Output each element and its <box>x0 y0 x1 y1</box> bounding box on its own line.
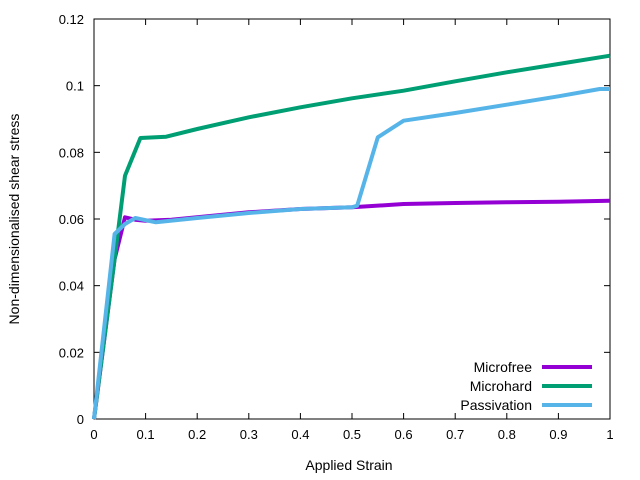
legend: Microfree Microhard Passivation <box>460 359 592 413</box>
series-line-microfree <box>92 198 611 420</box>
x-tick-label: 0.6 <box>395 427 413 442</box>
y-tick-label: 0.12 <box>59 12 84 27</box>
x-tick-label: 0.4 <box>291 427 309 442</box>
x-tick-label: 0.7 <box>446 427 464 442</box>
y-axis-label: Non-dimensionalised shear stress <box>6 114 22 325</box>
y-tick-label: 0.08 <box>59 145 84 160</box>
legend-label-microhard: Microhard <box>470 378 532 394</box>
series-line-microhard <box>92 53 611 420</box>
x-tick-label: 0.5 <box>343 427 361 442</box>
y-tick-label: 0.04 <box>59 279 84 294</box>
x-tick-label: 1 <box>606 427 613 442</box>
x-tick-label: 0.9 <box>549 427 567 442</box>
legend-label-passivation: Passivation <box>460 397 532 413</box>
y-tick-label: 0.1 <box>66 79 84 94</box>
series-lines <box>92 53 611 420</box>
x-axis-ticks: 0 0.1 0.2 0.3 0.4 0.5 0.6 0.7 0.8 0.9 1 <box>90 19 614 442</box>
y-tick-label: 0.02 <box>59 345 84 360</box>
x-tick-label: 0.2 <box>188 427 206 442</box>
x-axis-label: Applied Strain <box>305 457 392 473</box>
x-tick-label: 0 <box>90 427 97 442</box>
x-tick-label: 0.3 <box>240 427 258 442</box>
y-tick-label: 0 <box>77 412 84 427</box>
series-line-passivation <box>92 87 610 420</box>
legend-label-microfree: Microfree <box>474 359 533 375</box>
x-tick-label: 0.1 <box>137 427 155 442</box>
y-axis-ticks: 0 0.02 0.04 0.06 0.08 0.1 0.12 <box>59 12 610 427</box>
y-tick-label: 0.06 <box>59 212 84 227</box>
x-tick-label: 0.8 <box>498 427 516 442</box>
